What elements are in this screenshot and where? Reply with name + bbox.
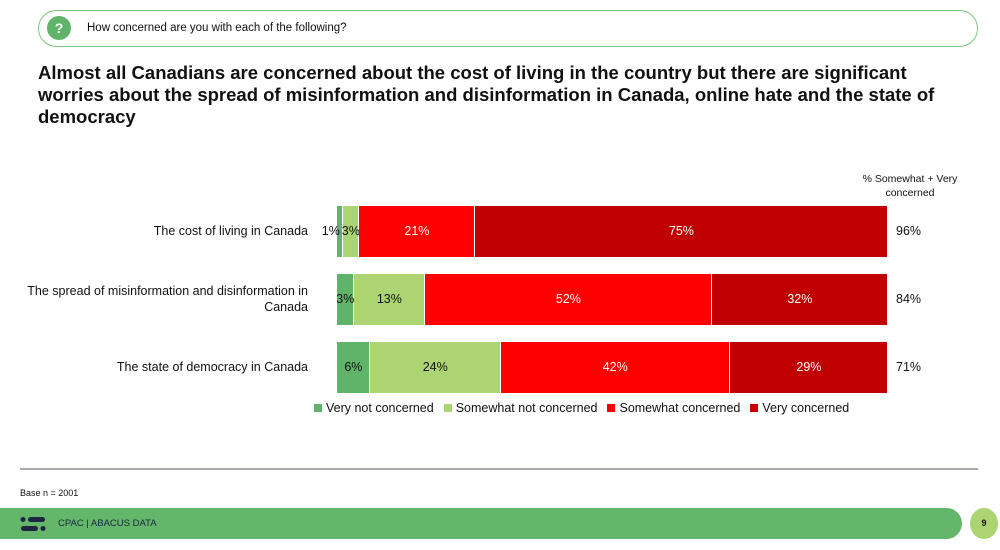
legend-swatch (750, 404, 759, 412)
bar-segment (337, 274, 354, 325)
page-number: 9 (970, 508, 998, 539)
legend-label: Very concerned (762, 401, 850, 415)
category-label: The spread of misinformation and disinfo… (27, 284, 308, 314)
brand-text: CPAC | ABACUS DATA (58, 518, 157, 529)
bar-segment (359, 206, 475, 257)
bar-segment (711, 274, 888, 325)
data-label: 75% (668, 224, 694, 238)
sum-label: 84% (896, 292, 922, 306)
category-label: The cost of living in Canada (153, 224, 308, 238)
bar-segment (353, 274, 426, 325)
legend-swatch (443, 404, 452, 412)
legend-swatch (607, 404, 616, 412)
data-label: 29% (796, 360, 822, 374)
divider (20, 468, 978, 470)
data-label: 32% (787, 292, 813, 306)
data-label: 6% (344, 360, 363, 374)
question-banner: ? How concerned are you with each of the… (38, 10, 978, 47)
bar-segment (729, 342, 888, 393)
legend-label: Somewhat concerned (619, 401, 741, 415)
question-icon: ? (47, 16, 71, 40)
category-label: The state of democracy in Canada (116, 360, 308, 374)
base-note: Base n = 2001 (20, 488, 79, 498)
legend-item: Somewhat concerned (607, 401, 740, 415)
data-label: 24% (422, 360, 448, 374)
sum-label: 96% (896, 224, 922, 238)
footer-bar: CPAC | ABACUS DATA (0, 508, 962, 539)
data-label: 3% (336, 292, 355, 306)
bar-segment (337, 206, 343, 257)
slide-title: Almost all Canadians are concerned about… (38, 62, 935, 127)
question-text: How concerned are you with each of the f… (87, 22, 347, 34)
legend-item: Somewhat not concerned (443, 401, 598, 415)
bar-segment (500, 342, 730, 393)
abacus-logo-icon (20, 517, 46, 531)
bar-segment (337, 342, 370, 393)
legend-swatch (314, 404, 322, 412)
legend-item: Very concerned (750, 401, 849, 415)
data-label: 1% (321, 224, 340, 238)
bar-segment (425, 274, 712, 325)
sum-label: 71% (896, 360, 922, 374)
bar-segment (369, 342, 501, 393)
bar-segment (474, 206, 888, 257)
data-label: 3% (341, 224, 360, 238)
legend: Very not concerned Somewhat not concerned… (314, 401, 849, 415)
data-label: 13% (376, 292, 402, 306)
sum-header: % Somewhat + Very concerned (862, 173, 958, 199)
legend-label: Very not concerned (326, 401, 434, 415)
data-label: 52% (555, 292, 581, 306)
data-label: 42% (602, 360, 628, 374)
bar-segment (342, 206, 360, 257)
legend-label: Somewhat not concerned (455, 401, 598, 415)
data-label: 21% (404, 224, 430, 238)
legend-item: Very not concerned (314, 401, 434, 415)
